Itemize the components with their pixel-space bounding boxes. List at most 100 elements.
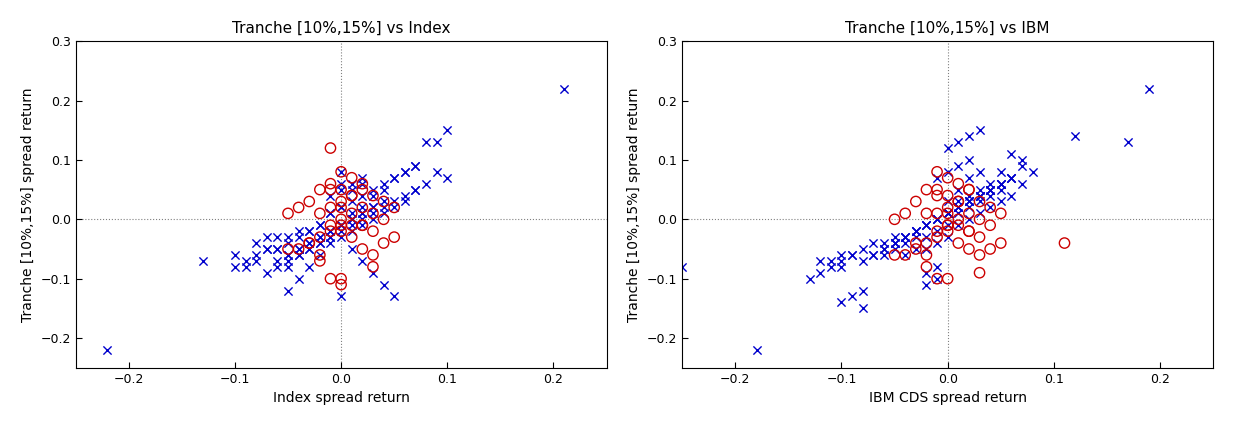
- Point: [991, 180, 1011, 187]
- Title: Tranche [10%,15%] vs Index: Tranche [10%,15%] vs Index: [232, 21, 450, 36]
- Point: [416, 139, 436, 146]
- Point: [384, 204, 404, 211]
- Point: [257, 245, 276, 252]
- Point: [896, 210, 916, 217]
- Point: [959, 228, 979, 235]
- Point: [959, 192, 979, 199]
- Point: [331, 293, 350, 300]
- Point: [331, 234, 350, 241]
- Point: [310, 240, 329, 247]
- Point: [1012, 162, 1032, 169]
- Point: [310, 251, 329, 258]
- Point: [321, 210, 341, 217]
- Point: [885, 240, 905, 247]
- Point: [342, 222, 362, 229]
- Point: [437, 174, 457, 181]
- Point: [331, 186, 350, 193]
- Point: [384, 204, 404, 211]
- Point: [927, 192, 946, 199]
- Point: [938, 210, 958, 217]
- Point: [1012, 180, 1032, 187]
- Point: [331, 204, 350, 211]
- Point: [353, 216, 373, 223]
- Point: [811, 269, 830, 276]
- Point: [321, 228, 341, 235]
- Point: [331, 222, 350, 229]
- Point: [917, 269, 937, 276]
- Point: [236, 263, 255, 270]
- Point: [374, 198, 394, 205]
- Point: [363, 210, 383, 217]
- Point: [864, 251, 884, 258]
- Point: [991, 240, 1011, 247]
- Point: [959, 228, 979, 235]
- Point: [395, 192, 415, 199]
- Point: [300, 240, 320, 247]
- Point: [959, 186, 979, 193]
- Point: [949, 204, 969, 211]
- Point: [938, 222, 958, 229]
- Point: [321, 234, 341, 241]
- Point: [800, 275, 819, 282]
- Point: [1055, 240, 1075, 247]
- Point: [980, 186, 1000, 193]
- Point: [384, 174, 404, 181]
- Point: [321, 145, 341, 152]
- Point: [938, 168, 958, 175]
- Point: [949, 186, 969, 193]
- Point: [363, 210, 383, 217]
- Point: [310, 222, 329, 229]
- Point: [289, 275, 308, 282]
- Point: [278, 263, 297, 270]
- Point: [949, 204, 969, 211]
- Point: [917, 222, 937, 229]
- Point: [321, 240, 341, 247]
- Point: [310, 234, 329, 241]
- Point: [917, 263, 937, 270]
- Point: [853, 305, 872, 312]
- Point: [885, 245, 905, 252]
- Point: [300, 228, 320, 235]
- Point: [991, 198, 1011, 205]
- Point: [236, 257, 255, 264]
- Point: [980, 186, 1000, 193]
- Point: [353, 257, 373, 264]
- Point: [1002, 150, 1022, 157]
- Point: [353, 222, 373, 229]
- Point: [980, 192, 1000, 199]
- Point: [885, 240, 905, 247]
- Point: [374, 204, 394, 211]
- Point: [289, 251, 308, 258]
- Point: [363, 216, 383, 223]
- Point: [938, 210, 958, 217]
- Point: [843, 251, 863, 258]
- Point: [959, 174, 979, 181]
- Point: [342, 210, 362, 217]
- Point: [885, 216, 905, 223]
- Point: [906, 198, 926, 205]
- Point: [247, 257, 267, 264]
- Point: [289, 204, 308, 211]
- Point: [885, 234, 905, 241]
- Point: [278, 210, 297, 217]
- Point: [927, 216, 946, 223]
- Point: [406, 162, 426, 169]
- Point: [310, 257, 329, 264]
- Point: [821, 257, 840, 264]
- Point: [970, 251, 990, 258]
- Point: [353, 180, 373, 187]
- Point: [416, 180, 436, 187]
- Point: [811, 257, 830, 264]
- Point: [300, 240, 320, 247]
- X-axis label: IBM CDS spread return: IBM CDS spread return: [869, 391, 1027, 405]
- Point: [1002, 192, 1022, 199]
- Point: [980, 180, 1000, 187]
- Point: [321, 222, 341, 229]
- Point: [980, 245, 1000, 252]
- Point: [970, 210, 990, 217]
- Point: [927, 234, 946, 241]
- X-axis label: Index spread return: Index spread return: [273, 391, 410, 405]
- Point: [938, 145, 958, 152]
- Point: [874, 245, 893, 252]
- Point: [970, 198, 990, 205]
